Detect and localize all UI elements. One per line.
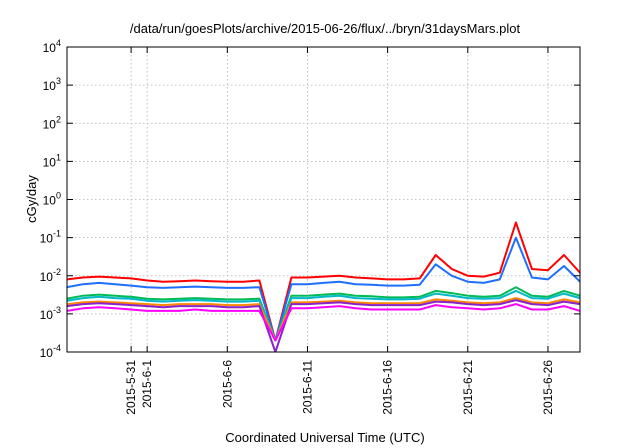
y-tick-base: 10 [43,117,57,131]
y-tick-exponent: -1 [53,229,61,239]
x-tick-label: 2015-6-1 [140,360,154,408]
y-tick-base: 10 [40,308,54,322]
y-tick-label: 10-4 [40,343,61,360]
y-tick-label: 104 [43,38,61,55]
x-tick-label: 2015-6-16 [381,360,395,415]
y-tick-base: 10 [40,232,54,246]
y-tick-exponent: -2 [53,267,61,277]
series-group [67,221,580,352]
series-line-3 [67,286,580,342]
y-tick-exponent: 2 [56,114,61,124]
y-tick-exponent: 1 [56,152,61,162]
y-tick-exponent: 4 [56,38,61,48]
y-tick-exponent: 0 [56,191,61,201]
y-tick-base: 10 [40,270,54,284]
y-tick-label: 10-1 [40,229,61,246]
x-tick-label: 2015-6-6 [220,360,234,408]
y-tick-label: 10-3 [40,305,61,322]
series-line-2 [67,236,580,342]
y-tick-base: 10 [43,194,57,208]
y-tick-label: 103 [43,76,61,93]
y-tick-base: 10 [43,155,57,169]
chart-title: /data/run/goesPlots/archive/2015-06-26/f… [130,21,521,36]
y-tick-label: 101 [43,152,61,169]
y-axis-label: cGy/day [24,175,39,223]
y-tick-exponent: -4 [53,343,61,353]
x-tick-label: 2015-6-21 [461,360,475,415]
x-axis-label: Coordinated Universal Time (UTC) [225,430,424,445]
x-tick-label: 2015-5-31 [124,360,138,415]
y-tick-label: 10-2 [40,267,61,284]
y-tick-base: 10 [40,346,54,360]
x-tick-label: 2015-6-11 [300,360,314,414]
x-tick-label: 2015-6-26 [541,360,555,415]
y-tick-base: 10 [43,41,57,55]
y-tick-label: 102 [43,114,61,131]
y-tick-label: 100 [43,191,61,208]
x-axis: 2015-5-31 2015-6-1 2015-6-6 2015-6-11 2015-6… [124,47,555,415]
y-tick-exponent: 3 [56,76,61,86]
y-tick-base: 10 [43,79,57,93]
series-line-6 [67,299,580,352]
series-line-7 [67,303,580,342]
y-tick-exponent: -3 [53,305,61,315]
series-line-4 [67,289,580,342]
series-line-5 [67,297,580,342]
series-line-1 [67,221,580,342]
